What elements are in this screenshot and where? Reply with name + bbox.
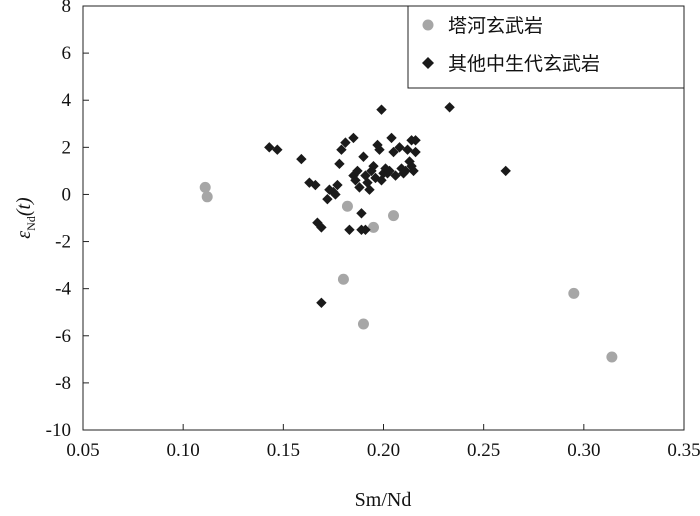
point-series-2: [408, 165, 419, 177]
point-series-2: [376, 104, 387, 115]
point-series-2: [316, 297, 327, 308]
point-series-2: [296, 153, 307, 165]
point-series-1: [367, 221, 379, 233]
x-axis-title: Sm/Nd: [355, 489, 412, 511]
y-axis-title-sub: Nd: [24, 216, 38, 231]
x-tick-label: 0.05: [66, 440, 99, 461]
x-tick-label: 0.20: [367, 440, 400, 461]
x-tick-label: 0.10: [167, 440, 200, 461]
x-axis-ticks: 0.05 0.10 0.15 0.20 0.25 0.30 0.35: [66, 424, 700, 461]
point-series-1: [568, 287, 580, 299]
point-series-1: [201, 191, 213, 203]
point-series-1: [357, 318, 369, 330]
point-series-2: [336, 144, 347, 155]
point-series-2: [400, 165, 411, 177]
point-series-2: [332, 179, 343, 191]
y-axis-title: εNd(t): [13, 197, 38, 239]
point-series-1: [606, 351, 618, 363]
point-series-2: [364, 184, 375, 195]
y-tick-label: -6: [55, 326, 71, 347]
y-axis-title-suffix: (t): [13, 197, 35, 216]
point-series-2: [402, 144, 413, 155]
point-series-2: [444, 102, 455, 113]
y-tick-label: 8: [62, 0, 72, 17]
y-tick-label: 4: [62, 90, 72, 111]
y-tick-label: 6: [62, 43, 72, 64]
x-tick-label: 0.25: [467, 440, 500, 461]
y-tick-label: -2: [55, 232, 71, 253]
point-series-2: [386, 132, 397, 144]
point-series-1: [341, 200, 353, 212]
point-series-2: [358, 151, 369, 162]
point-series-2: [410, 146, 421, 158]
point-series-2: [356, 208, 367, 219]
legend-label-series-2: 其他中生代玄武岩: [448, 53, 600, 75]
point-series-2: [348, 132, 359, 144]
y-tick-label: 0: [62, 184, 72, 205]
y-axis-title-main: ε: [13, 231, 35, 239]
x-tick-label: 0.15: [267, 440, 300, 461]
y-tick-label: -10: [46, 420, 71, 441]
point-series-1: [337, 273, 349, 285]
point-series-2: [272, 144, 283, 155]
point-series-1: [199, 181, 211, 193]
x-tick-label: 0.35: [667, 440, 700, 461]
y-axis-ticks: -10 -8 -6 -4 -2 0 2 4 6 8: [46, 0, 89, 441]
point-series-2: [350, 175, 361, 186]
legend-marker-diamond: [422, 57, 434, 69]
point-series-2: [388, 146, 399, 158]
point-series-2: [500, 165, 511, 177]
point-series-2: [374, 144, 385, 155]
point-series-2: [316, 222, 327, 233]
y-tick-label: 2: [62, 137, 72, 158]
point-series-2: [390, 170, 401, 181]
point-series-2: [354, 182, 365, 193]
point-series-2: [310, 179, 321, 191]
legend-box: [407, 5, 685, 89]
point-series-2: [264, 142, 275, 153]
point-series-2: [334, 158, 345, 170]
point-series-2: [322, 193, 333, 205]
point-series-2: [344, 224, 355, 235]
y-tick-label: -8: [55, 373, 71, 394]
point-series-2: [352, 165, 363, 177]
point-series-2: [360, 224, 371, 235]
point-series-2: [394, 142, 405, 153]
point-series-2: [384, 165, 395, 177]
x-tick-label: 0.30: [567, 440, 600, 461]
point-series-2: [410, 135, 421, 146]
point-series-2: [340, 137, 351, 148]
point-series-2: [368, 160, 379, 172]
legend-label-series-1: 塔河玄武岩: [448, 15, 543, 37]
data-points: [199, 102, 618, 363]
y-tick-label: -4: [55, 279, 71, 300]
legend-marker-circle: [422, 19, 434, 31]
point-series-2: [330, 189, 341, 200]
legend: 塔河玄武岩 其他中生代玄武岩: [407, 5, 685, 89]
point-series-1: [388, 210, 400, 222]
